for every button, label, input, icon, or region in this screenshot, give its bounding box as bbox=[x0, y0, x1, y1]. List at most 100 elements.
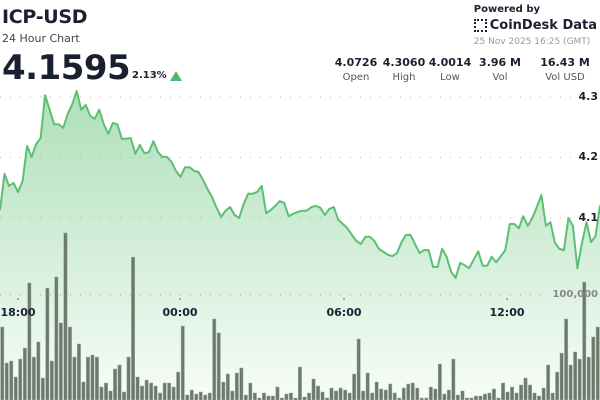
chart-subtitle: 24 Hour Chart bbox=[2, 32, 80, 45]
volume-bar bbox=[72, 356, 77, 400]
volume-bar bbox=[293, 397, 298, 400]
price-line bbox=[0, 90, 600, 279]
volume-bar bbox=[365, 372, 370, 400]
volume-bar bbox=[446, 389, 451, 400]
volume-bar bbox=[383, 389, 388, 400]
volume-bar bbox=[262, 392, 266, 400]
volume-bar bbox=[501, 382, 505, 400]
stat-label: Open bbox=[342, 72, 370, 83]
volume-bars bbox=[0, 232, 600, 400]
volume-bar bbox=[419, 397, 424, 400]
volume-bar bbox=[437, 363, 442, 400]
volume-bar bbox=[284, 393, 289, 400]
stat-label: High bbox=[392, 72, 416, 83]
volume-bar bbox=[13, 376, 18, 400]
stat-vol-usd: 16.43 M Vol USD bbox=[540, 56, 590, 83]
y-tick-label: 4.3 bbox=[578, 90, 599, 103]
coindesk-logo[interactable]: CoinDesk Data bbox=[473, 18, 597, 33]
volume-bar bbox=[320, 391, 325, 400]
volume-bar bbox=[401, 387, 406, 400]
stat-vol: 3.96 M Vol bbox=[479, 56, 521, 83]
volume-bar bbox=[189, 389, 194, 400]
volume-bar bbox=[410, 382, 415, 400]
volume-bar bbox=[537, 395, 541, 400]
volume-bar bbox=[239, 367, 244, 400]
volume-bar bbox=[406, 383, 411, 400]
volume-bar bbox=[126, 356, 131, 400]
volume-bar bbox=[68, 326, 72, 400]
price-area-fill bbox=[0, 91, 600, 400]
price-change: 2.13% bbox=[132, 70, 167, 81]
stat-value: 4.0726 bbox=[334, 56, 378, 69]
volume-bar bbox=[221, 381, 226, 400]
stat-value: 4.0014 bbox=[428, 56, 472, 69]
volume-bar bbox=[153, 385, 158, 400]
volume-bar bbox=[555, 371, 560, 400]
volume-bar bbox=[397, 397, 402, 400]
volume-bar bbox=[546, 364, 551, 400]
volume-bar bbox=[248, 382, 253, 400]
volume-bar bbox=[18, 358, 23, 400]
volume-bar bbox=[81, 381, 86, 400]
volume-bar bbox=[135, 376, 140, 400]
volume-bar bbox=[514, 392, 519, 400]
volume-bar bbox=[117, 364, 122, 400]
volume-bar bbox=[54, 276, 59, 400]
volume-bar bbox=[595, 326, 600, 400]
volume-bar bbox=[573, 351, 578, 400]
volume-bar bbox=[474, 395, 478, 400]
volume-bar bbox=[361, 390, 366, 400]
stat-value: 3.96 M bbox=[479, 56, 521, 69]
volume-bar bbox=[343, 389, 348, 400]
y-tick-label: 4.2 bbox=[578, 150, 599, 163]
volume-bar bbox=[532, 392, 537, 400]
stat-high: 4.3060 High bbox=[383, 56, 425, 83]
volume-bar bbox=[194, 393, 199, 400]
volume-bar bbox=[40, 377, 45, 400]
x-tick-label: 12:00 bbox=[489, 306, 525, 319]
volume-bar bbox=[370, 392, 375, 400]
volume-bar bbox=[550, 392, 555, 400]
volume-bar bbox=[95, 356, 99, 400]
volume-bar bbox=[289, 392, 293, 400]
volume-bar bbox=[329, 387, 334, 400]
volume-bar bbox=[149, 382, 154, 400]
volume-bar bbox=[316, 385, 320, 400]
volume-bar bbox=[27, 282, 32, 400]
volume-bar bbox=[510, 386, 514, 400]
volume-bar bbox=[483, 393, 487, 400]
volume-bar bbox=[162, 382, 167, 400]
volume-bar bbox=[582, 281, 587, 400]
volume-bar bbox=[311, 378, 316, 400]
volume-bar bbox=[347, 392, 352, 400]
volume-bar bbox=[478, 395, 483, 400]
stat-label: Vol bbox=[492, 72, 508, 83]
volume-bar bbox=[559, 352, 564, 400]
volume-bar bbox=[104, 382, 108, 400]
stat-value: 4.3060 bbox=[382, 56, 426, 69]
volume-bar bbox=[442, 393, 447, 400]
volume-bar bbox=[36, 341, 41, 400]
volume-bar bbox=[275, 386, 280, 400]
branding: Powered by CoinDesk Data 25 Nov 2025 16:… bbox=[473, 4, 597, 47]
volume-bar bbox=[45, 287, 50, 400]
timestamp: 25 Nov 2025 16:25 (GMT) bbox=[473, 37, 591, 47]
volume-bar bbox=[338, 387, 343, 400]
volume-bar bbox=[455, 394, 460, 400]
volume-bar bbox=[176, 371, 181, 400]
volume-bar bbox=[90, 354, 95, 400]
volume-bar bbox=[523, 377, 528, 400]
stat-open: 4.0726 Open bbox=[335, 56, 377, 83]
up-arrow-icon bbox=[170, 71, 182, 81]
volume-bar bbox=[0, 326, 5, 400]
current-price: 4.1595 bbox=[2, 48, 131, 88]
volume-bar bbox=[307, 392, 311, 400]
volume-bar bbox=[280, 397, 284, 400]
volume-bar bbox=[131, 256, 135, 400]
volume-bar bbox=[356, 338, 361, 400]
volume-bar bbox=[460, 390, 465, 400]
volume-bar bbox=[266, 395, 271, 400]
volume-bar bbox=[203, 394, 208, 400]
volume-bar bbox=[568, 364, 573, 400]
volume-bar bbox=[225, 373, 230, 400]
